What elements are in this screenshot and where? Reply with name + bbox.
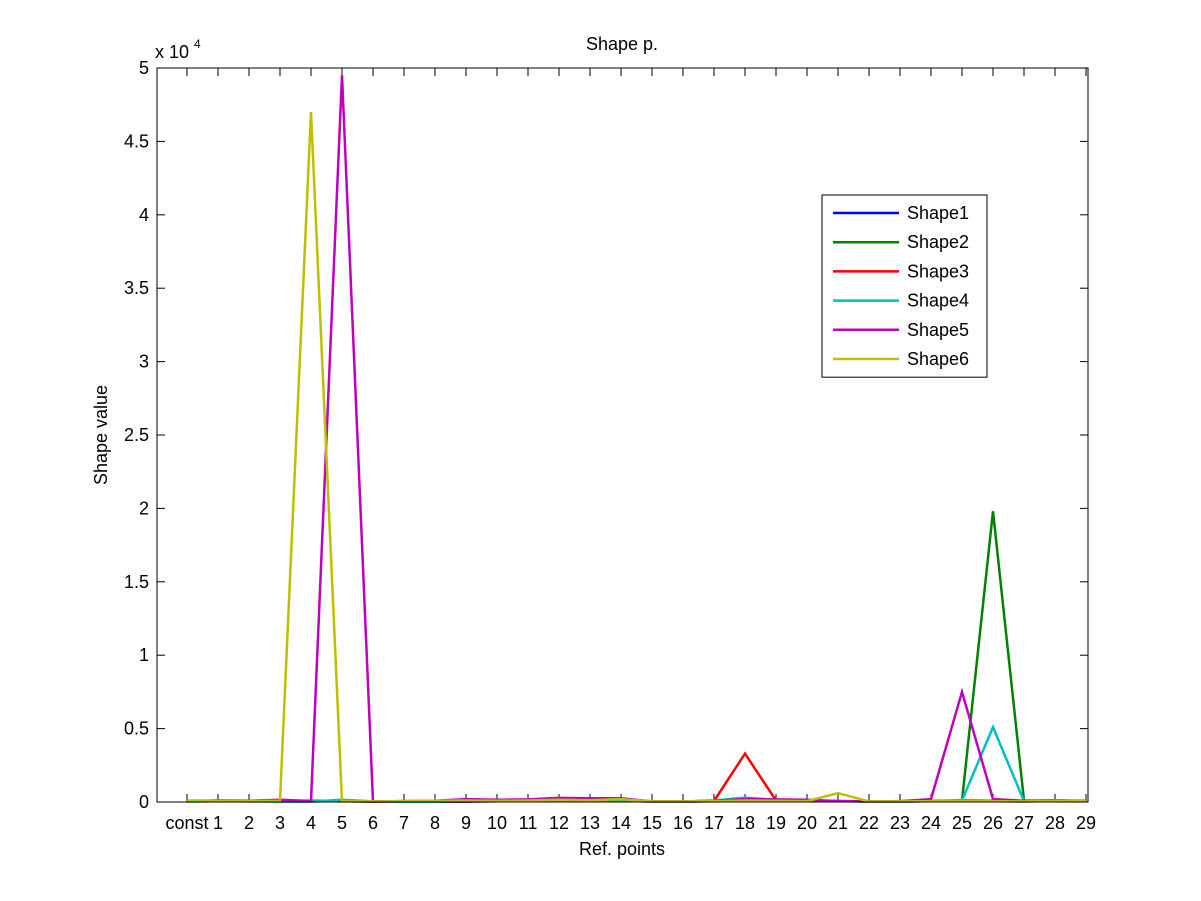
x-tick-label: 22	[859, 813, 879, 833]
y-tick-label: 1	[139, 645, 149, 665]
y-exponent-power: 4	[194, 37, 201, 51]
x-tick-label: 13	[580, 813, 600, 833]
x-tick-label: 24	[921, 813, 941, 833]
y-tick-label: 2	[139, 498, 149, 518]
x-axis-title: Ref. points	[579, 839, 665, 859]
x-tick-label: 12	[549, 813, 569, 833]
x-tick-label: 27	[1014, 813, 1034, 833]
x-tick-label: 16	[673, 813, 693, 833]
x-tick-label: 26	[983, 813, 1003, 833]
y-tick-label: 0	[139, 792, 149, 812]
y-axis-title: Shape value	[91, 385, 111, 485]
y-tick-label: 2.5	[124, 425, 149, 445]
x-tick-label: 17	[704, 813, 724, 833]
x-tick-label: 5	[337, 813, 347, 833]
x-tick-label: 29	[1076, 813, 1096, 833]
x-tick-label: 28	[1045, 813, 1065, 833]
x-tick-label: 3	[275, 813, 285, 833]
y-tick-label: 4.5	[124, 131, 149, 151]
y-exponent-label: x 10 4	[155, 37, 201, 62]
x-tick-label: 4	[306, 813, 316, 833]
x-tick-label: 9	[461, 813, 471, 833]
y-tick-label: 3	[139, 352, 149, 372]
y-tick-label: 5	[139, 58, 149, 78]
x-tick-label: 8	[430, 813, 440, 833]
x-tick-label: 15	[642, 813, 662, 833]
x-tick-label: 2	[244, 813, 254, 833]
x-tick-label: 10	[487, 813, 507, 833]
legend-label: Shape4	[907, 291, 969, 311]
y-tick-label: 0.5	[124, 719, 149, 739]
x-tick-label: 18	[735, 813, 755, 833]
x-tick-label: 19	[766, 813, 786, 833]
x-tick-label: 23	[890, 813, 910, 833]
legend: Shape1 Shape2 Shape3 Shape4 Shape5 Shape6	[821, 194, 988, 378]
legend-label: Shape2	[907, 232, 969, 252]
plot-frame	[156, 67, 1089, 803]
x-tick-label: 20	[797, 813, 817, 833]
x-tick-label: 7	[399, 813, 409, 833]
legend-box	[821, 194, 988, 378]
series-lines	[186, 75, 1087, 803]
x-tick-label: 14	[611, 813, 631, 833]
y-tick-label: 1.5	[124, 572, 149, 592]
x-tick-label: 6	[368, 813, 378, 833]
plot-area	[157, 68, 1088, 802]
x-tick-label: 25	[952, 813, 972, 833]
y-tick-label: 4	[139, 205, 149, 225]
x-tick-label: const	[165, 813, 208, 833]
x-tick-label: 1	[213, 813, 223, 833]
legend-label: Shape5	[907, 320, 969, 340]
legend-label: Shape3	[907, 261, 969, 281]
legend-label: Shape6	[907, 349, 969, 369]
y-tick-label: 3.5	[124, 278, 149, 298]
x-tick-label: 11	[519, 813, 538, 833]
x-tick-label: 21	[828, 813, 848, 833]
y-exponent-base: x 10	[155, 42, 189, 62]
legend-label: Shape1	[907, 203, 969, 223]
series-line-shape6	[186, 111, 1087, 803]
chart-title: Shape p.	[586, 34, 658, 54]
